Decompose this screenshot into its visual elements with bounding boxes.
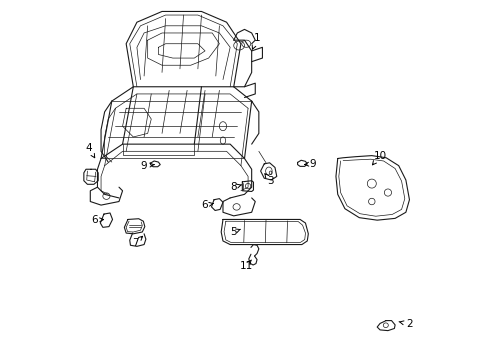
Text: 6: 6 (91, 215, 98, 225)
Text: 11: 11 (239, 261, 252, 271)
Text: 6: 6 (202, 200, 208, 210)
Text: 2: 2 (406, 319, 412, 329)
Text: 10: 10 (373, 150, 386, 161)
Text: 3: 3 (266, 176, 273, 186)
Text: 1: 1 (253, 33, 260, 43)
Text: 9: 9 (140, 161, 146, 171)
Text: 7: 7 (132, 238, 139, 248)
Text: 4: 4 (85, 143, 92, 153)
Text: 5: 5 (229, 227, 236, 237)
Text: 9: 9 (309, 159, 315, 169)
Text: 8: 8 (230, 182, 237, 192)
